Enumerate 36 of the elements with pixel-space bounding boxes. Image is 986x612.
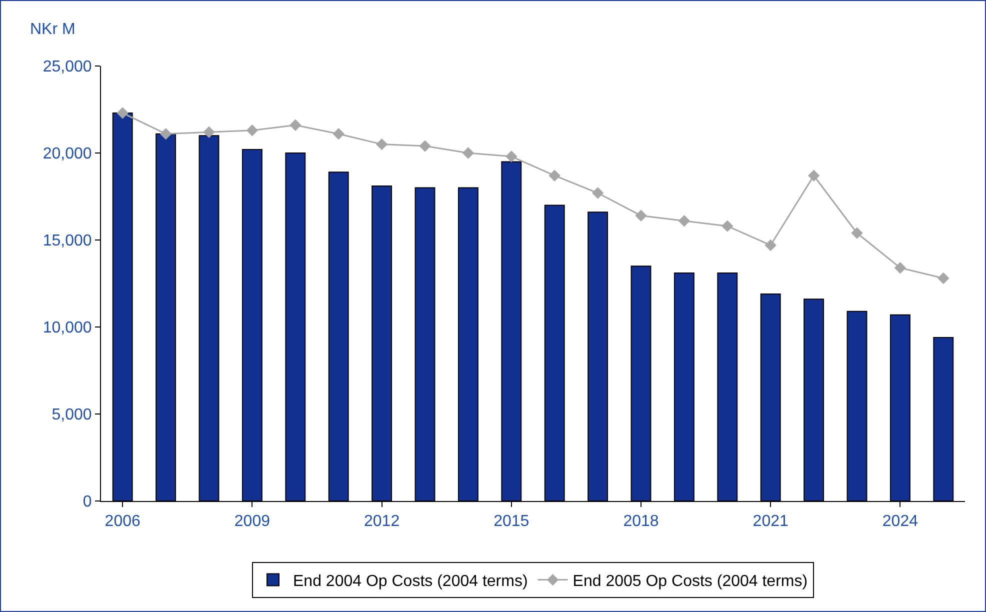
point	[419, 140, 431, 152]
point	[290, 119, 302, 132]
point	[116, 107, 128, 119]
point	[462, 147, 474, 159]
y-tick-label: 0	[82, 494, 92, 511]
point	[722, 220, 734, 232]
point	[160, 128, 172, 140]
point	[332, 128, 344, 140]
point	[938, 272, 950, 284]
point	[764, 239, 776, 252]
point	[506, 150, 518, 162]
x-tick-label: 2015	[494, 513, 530, 530]
x-tick-label: 2012	[364, 513, 400, 530]
point	[678, 215, 690, 227]
y-tick-label: 15,000	[42, 232, 92, 250]
y-tick-label: 20,000	[42, 146, 92, 163]
y-axis-title: NKr M	[30, 21, 76, 38]
point	[376, 138, 388, 150]
x-tick-label: 2021	[752, 513, 788, 530]
legend-label: End 2004 Op Costs (2004 terms)	[293, 573, 528, 590]
y-tick-label: 25,000	[42, 58, 92, 76]
legend-label: End 2005 Op Costs (2004 terms)	[572, 573, 808, 590]
point	[548, 170, 560, 182]
x-tick-label: 2009	[234, 513, 270, 530]
y-tick-label: 10,000	[42, 320, 92, 337]
point	[592, 187, 604, 199]
point	[246, 124, 258, 136]
x-tick-label: 2018	[623, 513, 659, 530]
point	[808, 170, 820, 182]
x-tick-label: 2024	[882, 513, 918, 530]
point	[894, 262, 906, 274]
point	[203, 126, 215, 138]
point	[635, 210, 647, 222]
point	[851, 227, 863, 239]
x-tick-label: 2006	[104, 513, 140, 530]
y-tick-label: 5,000	[52, 406, 92, 424]
